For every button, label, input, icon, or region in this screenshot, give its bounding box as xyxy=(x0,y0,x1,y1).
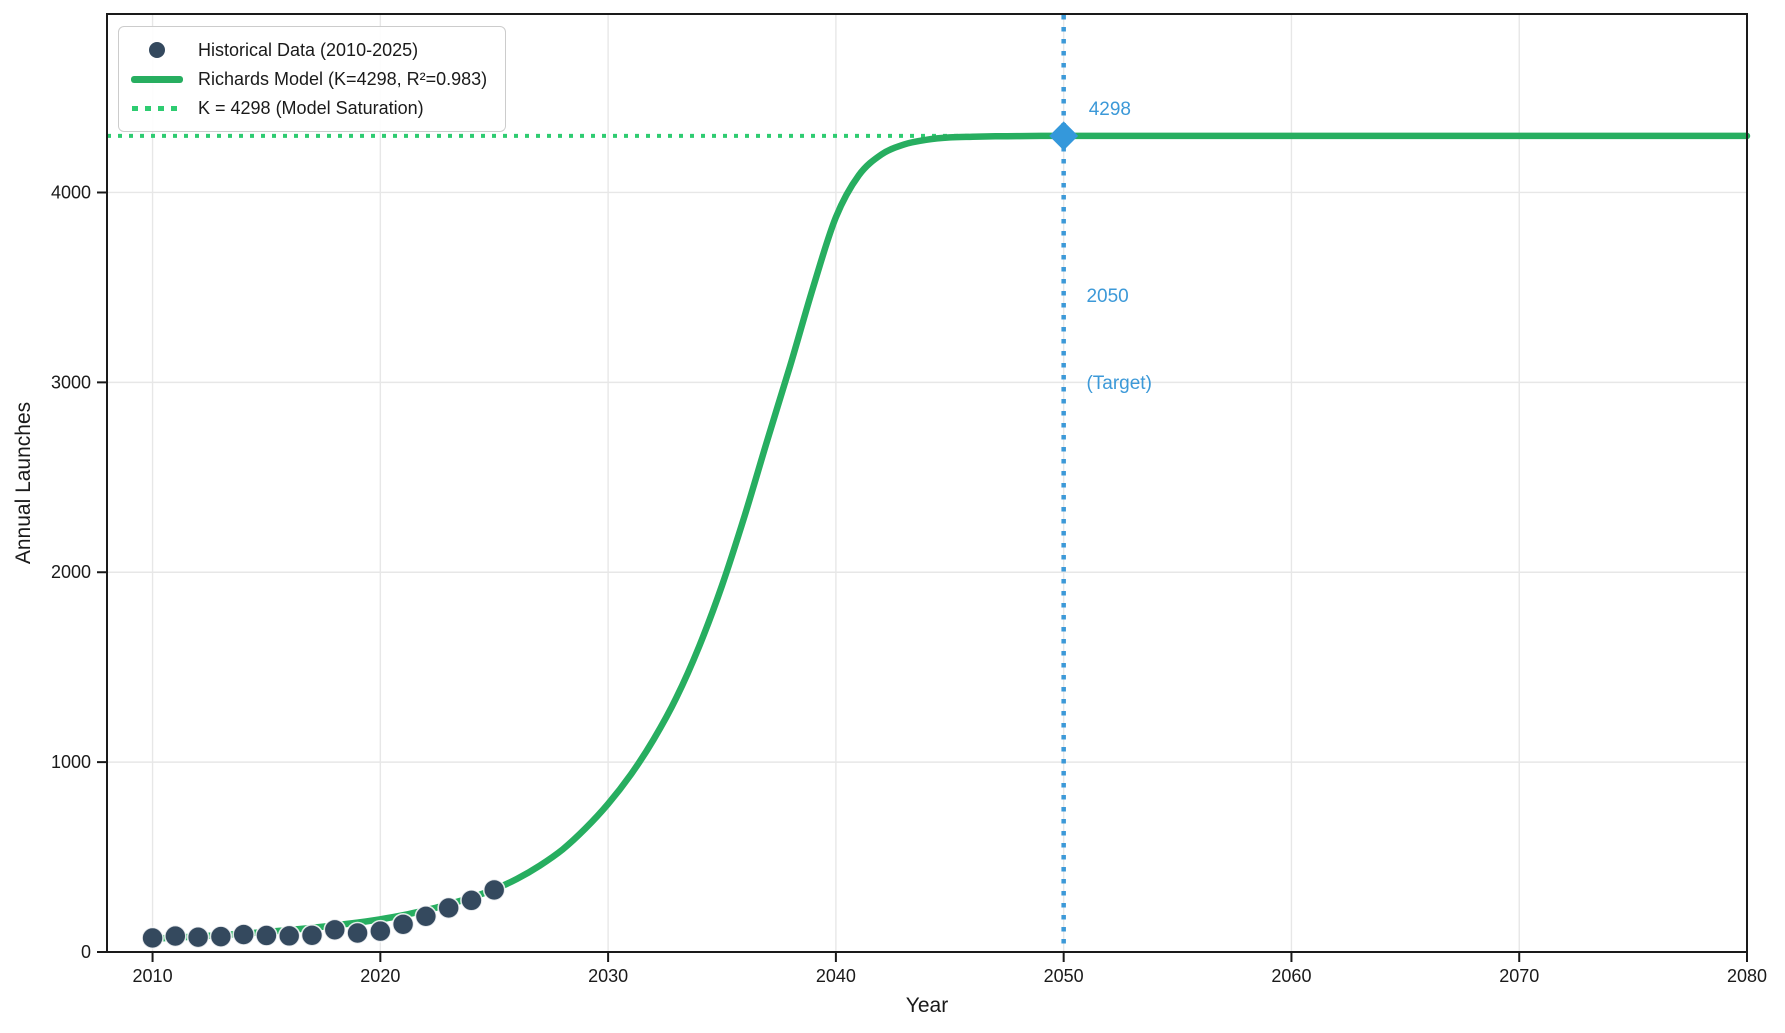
y-tick-label: 3000 xyxy=(51,372,91,392)
x-tick-label: 2060 xyxy=(1271,966,1311,986)
dotted-line-swatch-icon xyxy=(128,105,186,111)
historical-data-point xyxy=(482,878,506,902)
historical-data-point xyxy=(232,923,255,946)
annotation-target-year-line1: 2050 xyxy=(1086,286,1129,307)
x-tick-label: 2050 xyxy=(1044,966,1084,986)
historical-data-point xyxy=(460,889,483,912)
historical-data-point xyxy=(186,925,210,949)
historical-data-point xyxy=(300,923,324,947)
legend-label-historical: Historical Data (2010-2025) xyxy=(198,39,419,60)
annotation-target-year-line2: (Target) xyxy=(1086,373,1152,394)
historical-data-point xyxy=(437,896,460,920)
x-tick-label: 2080 xyxy=(1727,966,1767,986)
historical-data-point xyxy=(414,905,438,928)
x-tick-label: 2040 xyxy=(816,966,856,986)
legend-label-model: Richards Model (K=4298, R²=0.983) xyxy=(198,68,488,89)
annotation-target-year: 2050 (Target) xyxy=(1086,224,1151,456)
x-tick-label: 2020 xyxy=(360,966,400,986)
y-tick-label: 1000 xyxy=(51,752,91,772)
x-axis-label: Year xyxy=(905,994,949,1017)
historical-data-point xyxy=(369,919,392,943)
historical-data-point xyxy=(391,912,415,936)
historical-data-point xyxy=(323,918,347,942)
x-tick-label: 2070 xyxy=(1499,966,1539,986)
y-axis-label: Annual Launches xyxy=(12,401,35,565)
solid-line-swatch-icon xyxy=(128,75,186,83)
model-curve xyxy=(149,132,1751,942)
plot-border xyxy=(106,13,1748,953)
target-marker-diamond xyxy=(1049,121,1079,151)
legend-label-saturation: K = 4298 (Model Saturation) xyxy=(198,97,424,118)
y-tick-label: 4000 xyxy=(51,182,91,202)
legend: Historical Data (2010-2025) Richards Mod… xyxy=(118,26,507,132)
scatter-marker-icon xyxy=(128,42,186,58)
historical-data-point xyxy=(255,924,278,947)
historical-data-point xyxy=(164,924,187,948)
x-tick-label: 2030 xyxy=(588,966,628,986)
historical-data-point xyxy=(141,926,164,950)
y-tick-label: 2000 xyxy=(51,562,91,582)
legend-item-historical: Historical Data (2010-2025) xyxy=(128,36,487,64)
historical-data-point xyxy=(346,921,369,945)
legend-item-saturation: K = 4298 (Model Saturation) xyxy=(128,94,487,122)
historical-data-point xyxy=(209,925,233,948)
annotation-k-value: 4298 xyxy=(1088,99,1131,121)
y-tick-label: 0 xyxy=(81,942,91,962)
historical-data-point xyxy=(277,924,301,948)
legend-item-model: Richards Model (K=4298, R²=0.983) xyxy=(128,65,487,93)
x-tick-label: 2010 xyxy=(133,966,173,986)
